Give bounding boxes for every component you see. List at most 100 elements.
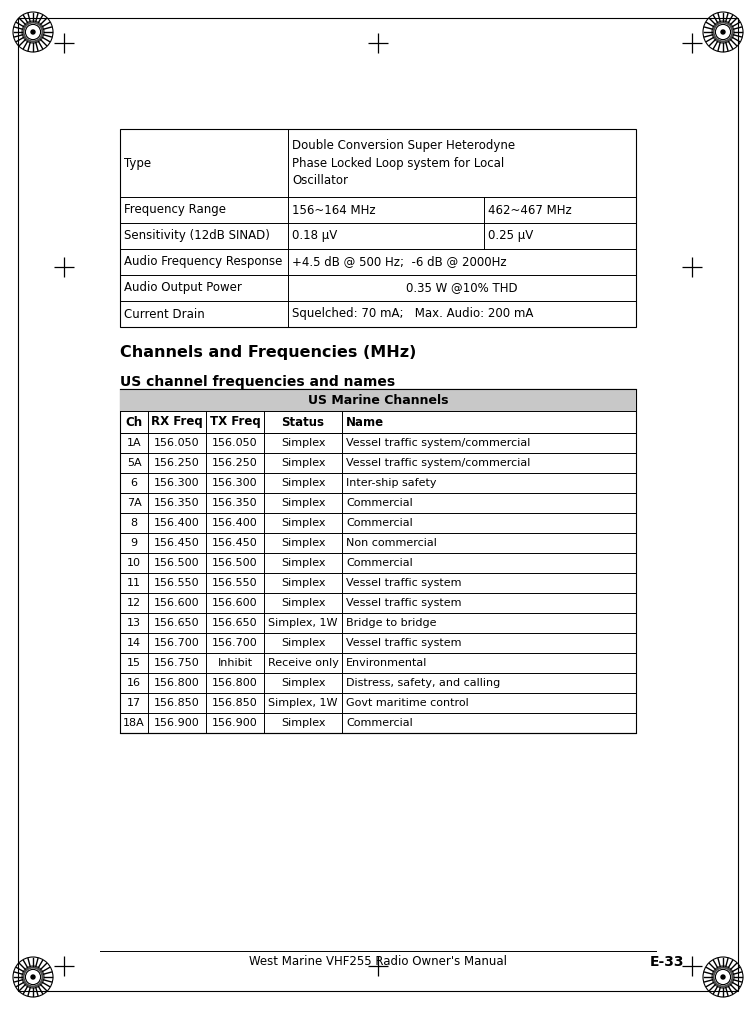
Text: Audio Output Power: Audio Output Power	[124, 282, 242, 295]
Text: Simplex, 1W: Simplex, 1W	[268, 618, 338, 628]
Text: 156.900: 156.900	[212, 718, 258, 728]
Text: 156.350: 156.350	[154, 498, 200, 508]
Text: Simplex: Simplex	[280, 498, 325, 508]
Text: 156.850: 156.850	[154, 698, 200, 708]
Text: Type: Type	[124, 156, 151, 170]
Text: 156.800: 156.800	[212, 678, 258, 688]
Circle shape	[31, 975, 35, 979]
Circle shape	[22, 21, 44, 43]
Text: Simplex: Simplex	[280, 458, 325, 468]
Text: 156.550: 156.550	[154, 578, 200, 588]
Text: 18A: 18A	[123, 718, 145, 728]
Text: Vessel traffic system: Vessel traffic system	[346, 638, 461, 648]
Text: Simplex: Simplex	[280, 538, 325, 548]
Text: Status: Status	[281, 416, 324, 429]
Circle shape	[715, 24, 730, 39]
Text: West Marine VHF255 Radio Owner's Manual: West Marine VHF255 Radio Owner's Manual	[249, 955, 507, 968]
Text: 11: 11	[127, 578, 141, 588]
Text: TX Freq: TX Freq	[209, 416, 260, 429]
Text: Inhibit: Inhibit	[218, 658, 253, 668]
Text: Frequency Range: Frequency Range	[124, 204, 226, 217]
Text: 156.400: 156.400	[212, 518, 258, 528]
Text: 16: 16	[127, 678, 141, 688]
Text: Vessel traffic system: Vessel traffic system	[346, 598, 461, 608]
Text: 156.450: 156.450	[154, 538, 200, 548]
Text: US Marine Channels: US Marine Channels	[308, 394, 448, 407]
Text: 156.800: 156.800	[154, 678, 200, 688]
Text: Commercial: Commercial	[346, 498, 413, 508]
Text: Channels and Frequencies (MHz): Channels and Frequencies (MHz)	[120, 345, 417, 360]
Text: 156.500: 156.500	[154, 558, 200, 568]
Text: Inter-ship safety: Inter-ship safety	[346, 478, 436, 488]
Text: 156.700: 156.700	[154, 638, 200, 648]
Bar	[120, 389, 636, 733]
Circle shape	[22, 966, 44, 988]
Text: US channel frequencies and names: US channel frequencies and names	[120, 375, 395, 389]
Circle shape	[26, 970, 41, 985]
Bar	[120, 129, 636, 327]
Text: Phase Locked Loop system for Local: Phase Locked Loop system for Local	[292, 156, 504, 170]
Circle shape	[721, 30, 725, 34]
Circle shape	[26, 970, 41, 985]
Circle shape	[31, 30, 35, 34]
Text: Commercial: Commercial	[346, 518, 413, 528]
Text: Simplex: Simplex	[280, 598, 325, 608]
Text: 0.35 W @10% THD: 0.35 W @10% THD	[406, 282, 518, 295]
Text: 156.050: 156.050	[154, 438, 200, 448]
Text: 156.900: 156.900	[154, 718, 200, 728]
Text: 156.250: 156.250	[154, 458, 200, 468]
Text: Squelched: 70 mA;   Max. Audio: 200 mA: Squelched: 70 mA; Max. Audio: 200 mA	[292, 308, 534, 321]
Text: 156.850: 156.850	[212, 698, 258, 708]
Circle shape	[712, 21, 734, 43]
Text: Current Drain: Current Drain	[124, 308, 205, 321]
Text: 0.25 μV: 0.25 μV	[488, 229, 533, 242]
Circle shape	[712, 966, 734, 988]
Text: 1A: 1A	[127, 438, 141, 448]
Text: 156.050: 156.050	[212, 438, 258, 448]
Text: Simplex: Simplex	[280, 558, 325, 568]
Text: Distress, safety, and calling: Distress, safety, and calling	[346, 678, 500, 688]
Circle shape	[715, 24, 730, 39]
Circle shape	[26, 24, 41, 39]
Text: Ch: Ch	[125, 416, 143, 429]
Text: Simplex: Simplex	[280, 678, 325, 688]
Text: 156.600: 156.600	[212, 598, 258, 608]
Bar	[120, 389, 636, 411]
Text: 12: 12	[127, 598, 141, 608]
Text: Simplex: Simplex	[280, 718, 325, 728]
Text: 7A: 7A	[126, 498, 141, 508]
Text: 156.300: 156.300	[212, 478, 258, 488]
Text: Simplex, 1W: Simplex, 1W	[268, 698, 338, 708]
Text: 156.300: 156.300	[154, 478, 200, 488]
Text: 156.400: 156.400	[154, 518, 200, 528]
Text: Environmental: Environmental	[346, 658, 427, 668]
Text: 8: 8	[131, 518, 138, 528]
Text: 156.250: 156.250	[212, 458, 258, 468]
Text: Simplex: Simplex	[280, 478, 325, 488]
Text: 13: 13	[127, 618, 141, 628]
Text: Bridge to bridge: Bridge to bridge	[346, 618, 436, 628]
Text: RX Freq: RX Freq	[151, 416, 203, 429]
Text: 9: 9	[131, 538, 138, 548]
Circle shape	[715, 970, 730, 985]
Text: 17: 17	[127, 698, 141, 708]
Text: Vessel traffic system/commercial: Vessel traffic system/commercial	[346, 458, 531, 468]
Text: 15: 15	[127, 658, 141, 668]
Text: Simplex: Simplex	[280, 438, 325, 448]
Text: 156.650: 156.650	[154, 618, 200, 628]
Text: Simplex: Simplex	[280, 638, 325, 648]
Circle shape	[26, 24, 41, 39]
Text: Double Conversion Super Heterodyne: Double Conversion Super Heterodyne	[292, 139, 515, 152]
Text: 10: 10	[127, 558, 141, 568]
Text: 6: 6	[131, 478, 138, 488]
Text: 156~164 MHz: 156~164 MHz	[292, 204, 376, 217]
Text: Simplex: Simplex	[280, 518, 325, 528]
Text: Simplex: Simplex	[280, 578, 325, 588]
Text: Name: Name	[346, 416, 384, 429]
Text: 156.350: 156.350	[212, 498, 258, 508]
Text: 156.500: 156.500	[212, 558, 258, 568]
Text: Vessel traffic system: Vessel traffic system	[346, 578, 461, 588]
Text: Receive only: Receive only	[268, 658, 339, 668]
Text: 462~467 MHz: 462~467 MHz	[488, 204, 572, 217]
Text: E-33: E-33	[650, 955, 684, 969]
